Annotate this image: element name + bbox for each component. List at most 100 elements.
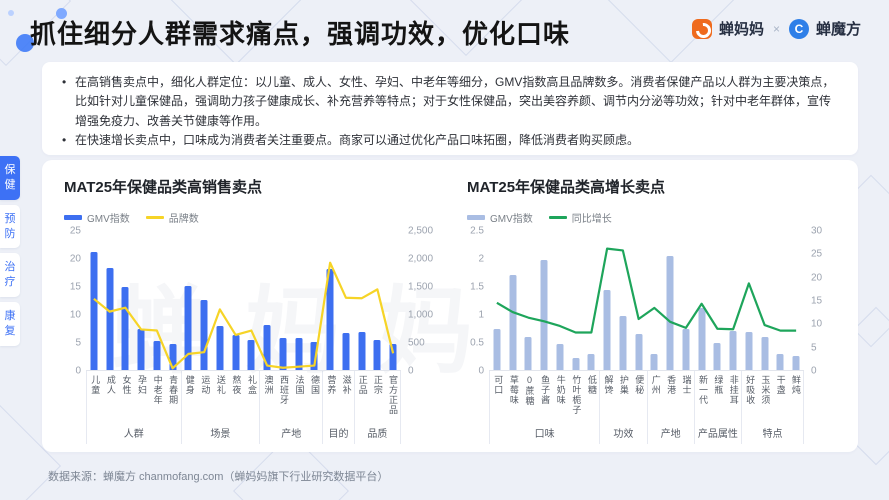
x-group: 正品 正宗 官方正品 品质: [353, 371, 401, 444]
bar-护巢: [619, 315, 627, 370]
trend-line: [94, 263, 393, 369]
x-category-label: 女性: [121, 375, 132, 395]
axis-tick-label: 1.5: [470, 281, 484, 293]
bar-新一代: [698, 307, 706, 370]
dot-decoration: [8, 10, 14, 16]
bar-非挂耳: [729, 331, 737, 370]
plot-area: [489, 231, 804, 371]
summary-list: 在高销售卖点中，细化人群定位：以儿童、成人、女性、孕妇、中老年等细分，GMV指数…: [62, 73, 838, 151]
x-category-label: 西班牙: [279, 375, 289, 405]
bar-便秘: [635, 333, 643, 370]
x-category-label: 便秘: [634, 375, 645, 395]
axis-tick-label: 1: [478, 309, 484, 321]
category-sidebar: 保健 预防 治疗 康复: [0, 156, 20, 346]
axis-tick-label: 10: [69, 309, 81, 321]
bar-澳洲: [263, 324, 271, 370]
bar-营养: [326, 268, 334, 370]
x-category-label: 牛奶味: [555, 375, 566, 405]
x-category-label: 法国: [294, 375, 305, 395]
x-category-label: 礼盒: [246, 375, 257, 395]
bar-正宗: [373, 339, 381, 370]
x-group-name: 产品属性: [697, 429, 738, 440]
x-category-label: 新一代: [697, 375, 708, 405]
x-category-label: 送礼: [215, 375, 226, 395]
x-category-label: 官方正品: [387, 375, 398, 415]
bar-鱼子酱: [540, 260, 548, 370]
bar-成人: [106, 267, 114, 370]
x-category-label: 鲜炖: [790, 375, 801, 395]
bar-香港: [666, 256, 674, 370]
axis-tick-label: 1,000: [408, 309, 434, 321]
bar-西班牙: [279, 338, 287, 370]
bar-法国: [295, 338, 303, 370]
axis-tick-label: 25: [811, 248, 823, 260]
x-group: 营养 滋补 目的: [322, 371, 354, 444]
x-group-name: 场景: [210, 429, 231, 440]
x-group: 健身 运动 送礼 熬夜 礼盒 场景: [180, 371, 260, 444]
sidebar-tab-yufang[interactable]: 预防: [0, 204, 20, 249]
y-axis-right: 30 25 20 15 10 5 0: [804, 226, 840, 377]
x-category-label: 护巢: [618, 375, 629, 395]
x-category-label: 广州: [650, 375, 661, 395]
bar-儿童: [90, 251, 98, 370]
x-category-label: 正品: [357, 375, 368, 395]
x-category-label: 滋补: [341, 375, 352, 395]
x-group: 解馋 护巢 便秘 功效: [599, 371, 646, 444]
summary-bullet: 在快速增长卖点中，口味成为消费者关注重要点。商家可以通过优化产品口味拓圈，降低消…: [62, 131, 838, 151]
y-axis-left: 25 20 15 10 5 0: [60, 226, 86, 377]
x-category-label: 解馋: [603, 375, 614, 395]
bar-解馋: [603, 289, 611, 370]
axis-tick-label: 30: [811, 225, 823, 237]
sidebar-tab-zhiliao[interactable]: 治疗: [0, 253, 20, 298]
bar-熬夜: [232, 334, 240, 370]
axis-tick-label: 5: [811, 342, 817, 354]
bar-广州: [650, 353, 658, 370]
axis-tick-label: 1,500: [408, 281, 434, 293]
x-group-name: 口味: [534, 429, 555, 440]
bar-竹叶栀子: [572, 357, 580, 370]
axis-tick-label: 15: [69, 281, 81, 293]
legend-swatch: [145, 216, 164, 219]
dot-decoration: [16, 34, 34, 52]
x-category-label: 德国: [310, 375, 320, 395]
x-category-label: 玉米须: [760, 375, 771, 405]
bar-绿瓶: [713, 342, 721, 370]
axis-tick-label: 500: [408, 337, 425, 349]
bar-可口: [493, 329, 501, 370]
axis-tick-label: 25: [69, 225, 81, 237]
page-title: 抓住细分人群需求痛点，强调功效，优化口味: [30, 19, 571, 49]
bar-孕妇: [137, 329, 145, 370]
axis-tick-label: 0.5: [470, 337, 484, 349]
y-axis-right: 2,500 2,000 1,500 1,000 500 0: [401, 226, 437, 377]
x-category-label: 孕妇: [137, 375, 148, 395]
x-category-label: 非挂耳: [728, 375, 739, 405]
x-group: 好吸收 玉米须 干盏 鲜炖 特点: [741, 371, 804, 444]
axis-tick-label: 0: [408, 365, 414, 377]
x-category-label: 中老年: [152, 375, 163, 405]
axis-tick-label: 10: [811, 318, 823, 330]
x-group: 澳洲 西班牙 法国 德国 产地: [259, 371, 322, 444]
trend-line: [497, 249, 796, 333]
x-group: 新一代 绿瓶 非挂耳产品属性: [693, 371, 741, 444]
x-category-label: 干盏: [775, 375, 786, 395]
data-source: 数据来源：蝉魔方 chanmofang.com（蝉妈妈旗下行业研究数据平台）: [48, 471, 389, 483]
legend-item: 品牌数: [145, 210, 199, 225]
bar-健身: [184, 286, 192, 370]
sidebar-tab-kangfu[interactable]: 康复: [0, 302, 20, 346]
legend-item: GMV指数: [467, 210, 533, 225]
x-category-label: 可口: [493, 375, 504, 395]
bar-玉米须: [761, 336, 769, 370]
chart-title: MAT25年保健品类高销售卖点: [64, 179, 263, 196]
x-group-name: 目的: [328, 429, 349, 440]
x-category-label: 绿瓶: [713, 375, 724, 395]
axis-tick-label: 2,500: [408, 225, 434, 237]
x-group: 可口 草莓味 0蔗糖 鱼子酱 牛奶味 竹叶栀子 低糖 口味: [489, 371, 599, 444]
summary-card: 在高销售卖点中，细化人群定位：以儿童、成人、女性、孕妇、中老年等细分，GMV指数…: [42, 62, 858, 155]
bar-送礼: [216, 326, 224, 370]
bar-牛奶味: [556, 344, 564, 370]
x-category-label: 熬夜: [231, 375, 242, 395]
x-group-name: 产地: [281, 429, 302, 440]
sidebar-tab-baojian[interactable]: 保健: [0, 156, 20, 200]
charts-card: 蝉妈妈 MAT25年保健品类高销售卖点 GMV指数 品牌数 25 20 15 10 5 0 …: [42, 160, 858, 452]
chanmofang-logo-icon: C: [788, 18, 809, 39]
